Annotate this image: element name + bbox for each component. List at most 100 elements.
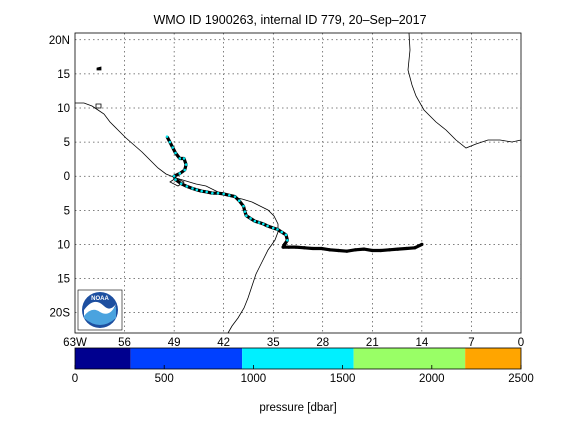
colorbar-tick-label: 500 — [155, 373, 174, 385]
profile-point — [287, 245, 291, 249]
profile-point — [266, 224, 269, 228]
profile-point — [222, 192, 225, 196]
colorbar-band — [75, 348, 131, 369]
lon-label: 56 — [118, 337, 131, 349]
map-title: WMO ID 1900263, internal ID 779, 20–Sep–… — [153, 13, 426, 27]
lat-label: 5 — [64, 137, 70, 149]
profile-point — [237, 199, 241, 203]
profile-point — [311, 246, 315, 251]
profile-point — [174, 178, 177, 181]
profile-point — [165, 135, 169, 138]
profile-point — [370, 248, 374, 253]
island-small — [96, 66, 102, 71]
lon-label: 63W — [63, 337, 87, 349]
profile-point — [205, 190, 208, 194]
colorbar-band — [130, 348, 243, 369]
lon-label: 42 — [217, 337, 230, 349]
noaa-logo: NOAA — [77, 289, 123, 331]
longitude-labels: 63W 56 49 42 35 28 21 14 7 0 — [63, 337, 524, 349]
profile-point — [276, 228, 279, 231]
lat-label: 10 — [57, 103, 70, 115]
profile-point — [387, 248, 391, 252]
profile-point — [245, 214, 248, 218]
profile-point — [168, 140, 172, 144]
profile-point — [179, 182, 183, 185]
lat-label: 20S — [50, 308, 71, 320]
lat-label: 15 — [57, 273, 70, 285]
lat-label: 5 — [64, 205, 70, 217]
lon-label: 49 — [168, 337, 181, 349]
profile-point — [249, 217, 252, 220]
profile-point — [286, 238, 289, 242]
profile-point — [262, 222, 265, 226]
profile-point — [174, 151, 177, 155]
profile-point — [302, 246, 306, 250]
profile-point — [185, 185, 189, 188]
logo-text: NOAA — [91, 296, 109, 302]
lat-label: 15 — [57, 69, 70, 81]
colorbar — [74, 347, 522, 370]
colorbar-band — [353, 348, 466, 369]
profile-point — [362, 247, 366, 251]
profile-point — [319, 246, 323, 251]
colorbar-band — [242, 348, 354, 369]
lon-label: 35 — [267, 337, 280, 349]
profile-point — [184, 163, 188, 166]
latitude-labels: 20N 15 10 5 0 5 10 15 20S — [49, 35, 70, 320]
profile-point — [195, 188, 199, 192]
profile-point — [253, 219, 257, 223]
profile-point — [182, 157, 186, 160]
profile-point — [396, 247, 400, 251]
profile-point — [328, 248, 332, 252]
colorbar-tick-label: 2000 — [419, 373, 445, 385]
profile-point — [336, 248, 340, 253]
profile-point — [183, 168, 187, 172]
profile-point — [284, 233, 288, 237]
profile-point — [282, 242, 287, 246]
profile-point — [271, 226, 275, 230]
profile-point — [233, 195, 237, 198]
profile-point — [178, 157, 182, 160]
lon-label: 21 — [366, 337, 379, 349]
profile-point — [420, 242, 424, 246]
profile-point — [171, 146, 174, 149]
lon-label: 14 — [415, 337, 428, 349]
africa-coast — [407, 32, 522, 149]
profile-point — [216, 191, 220, 195]
lat-label: 20N — [49, 35, 70, 47]
lon-label: 28 — [316, 337, 329, 349]
colorbar-band — [465, 348, 521, 369]
float-track — [165, 135, 424, 253]
profile-point — [294, 245, 298, 249]
profile-point — [353, 248, 357, 252]
profile-point — [211, 191, 214, 195]
profile-point — [281, 245, 285, 249]
profile-point — [280, 230, 284, 234]
lon-label: 7 — [468, 337, 474, 349]
logo-white-swoosh — [84, 301, 116, 316]
profile-point — [178, 172, 182, 175]
map-frame-border — [74, 32, 522, 334]
colorbar-tick-label: 1500 — [330, 373, 356, 385]
colorbar-label: pressure [dbar] — [259, 402, 336, 414]
lon-label: 0 — [518, 337, 524, 349]
profile-point — [191, 187, 194, 190]
colorbar-tick-label: 1000 — [241, 373, 267, 385]
colorbar-border — [74, 347, 522, 370]
lat-label: 0 — [64, 171, 70, 183]
graticule — [75, 33, 521, 333]
map-plot-area — [75, 33, 521, 333]
profile-point — [242, 204, 245, 208]
profile-point — [379, 248, 383, 253]
profile-point — [413, 246, 417, 250]
profile-point — [200, 189, 204, 193]
profile-point — [172, 174, 176, 178]
profile-point — [404, 246, 408, 251]
profile-point — [257, 221, 261, 224]
island-trinidad — [95, 103, 102, 109]
colorbar-tick-label: 2500 — [508, 373, 534, 385]
colorbar-tick-label: 0 — [72, 373, 78, 385]
profile-point — [345, 249, 349, 253]
profile-point — [243, 210, 247, 213]
